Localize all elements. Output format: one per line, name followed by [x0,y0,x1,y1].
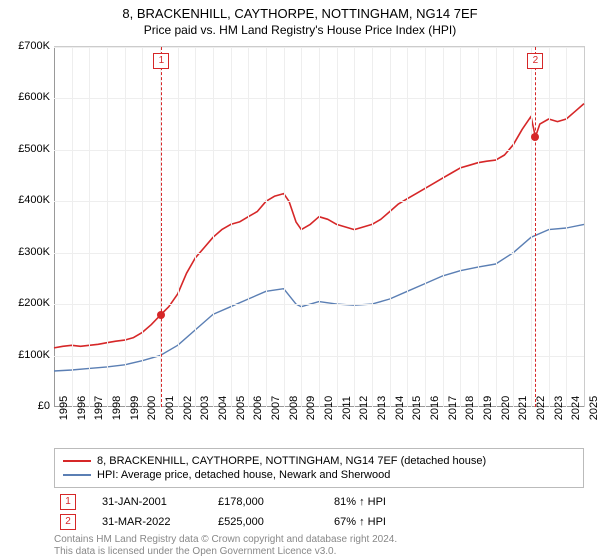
y-tick-label: £500K [4,143,50,155]
gridline-vertical [496,47,497,407]
footer-attribution: Contains HM Land Registry data © Crown c… [54,534,397,558]
gridline-vertical [266,47,267,407]
x-tick-label: 2003 [199,396,211,420]
gridline-vertical [213,47,214,407]
event-date: 31-JAN-2001 [102,496,192,508]
x-tick-label: 1996 [76,396,88,420]
gridline-vertical [178,47,179,407]
chart-title: 8, BRACKENHILL, CAYTHORPE, NOTTINGHAM, N… [0,0,600,21]
event-row: 2 31-MAR-2022 £525,000 67% ↑ HPI [54,512,584,532]
gridline-vertical [231,47,232,407]
x-tick-label: 2010 [323,396,335,420]
y-tick-label: £200K [4,297,50,309]
x-tick-label: 2009 [305,396,317,420]
x-tick-label: 2012 [358,396,370,420]
x-tick-label: 2025 [588,396,600,420]
x-tick-label: 2014 [394,396,406,420]
plot-area: 12 [54,46,585,407]
x-tick-label: 2011 [341,396,353,420]
x-tick-label: 1998 [111,396,123,420]
gridline-vertical [89,47,90,407]
legend-swatch [63,460,91,462]
event-pct: 81% ↑ HPI [334,496,424,508]
y-tick-label: £300K [4,246,50,258]
y-tick-label: £600K [4,91,50,103]
x-tick-label: 2021 [517,396,529,420]
gridline-vertical [531,47,532,407]
footer-line: Contains HM Land Registry data © Crown c… [54,534,397,546]
event-price: £178,000 [218,496,308,508]
y-tick-label: £100K [4,349,50,361]
event-dot [531,133,539,141]
event-date: 31-MAR-2022 [102,516,192,528]
gridline-vertical [425,47,426,407]
x-tick-label: 2017 [447,396,459,420]
events-table: 1 31-JAN-2001 £178,000 81% ↑ HPI 2 31-MA… [54,492,584,532]
event-marker-box: 1 [153,53,169,69]
gridline-vertical [372,47,373,407]
gridline-vertical [107,47,108,407]
event-price: £525,000 [218,516,308,528]
x-tick-label: 2006 [252,396,264,420]
gridline-vertical [301,47,302,407]
x-tick-label: 1995 [58,396,70,420]
x-tick-label: 2005 [235,396,247,420]
legend: 8, BRACKENHILL, CAYTHORPE, NOTTINGHAM, N… [54,448,584,488]
gridline-vertical [354,47,355,407]
legend-swatch [63,474,91,476]
gridline-vertical [478,47,479,407]
gridline-vertical [566,47,567,407]
x-tick-label: 2015 [411,396,423,420]
gridline-vertical [513,47,514,407]
y-tick-label: £400K [4,194,50,206]
gridline-vertical [460,47,461,407]
event-number-box: 1 [60,494,76,510]
event-row: 1 31-JAN-2001 £178,000 81% ↑ HPI [54,492,584,512]
gridline-vertical [390,47,391,407]
chart-container: 8, BRACKENHILL, CAYTHORPE, NOTTINGHAM, N… [0,0,600,560]
event-number-box: 2 [60,514,76,530]
event-pct: 67% ↑ HPI [334,516,424,528]
event-vertical-line [535,47,536,407]
legend-row: HPI: Average price, detached house, Newa… [63,468,575,482]
gridline-vertical [125,47,126,407]
x-tick-label: 2008 [288,396,300,420]
event-marker-box: 2 [527,53,543,69]
gridline-vertical [443,47,444,407]
x-tick-label: 1999 [129,396,141,420]
x-tick-label: 2024 [570,396,582,420]
gridline-vertical [142,47,143,407]
legend-row: 8, BRACKENHILL, CAYTHORPE, NOTTINGHAM, N… [63,454,575,468]
x-tick-label: 2023 [553,396,565,420]
x-tick-label: 2019 [482,396,494,420]
chart-subtitle: Price paid vs. HM Land Registry's House … [0,21,600,37]
gridline-vertical [72,47,73,407]
gridline-vertical [195,47,196,407]
x-tick-label: 2018 [464,396,476,420]
x-tick-label: 2013 [376,396,388,420]
legend-label: HPI: Average price, detached house, Newa… [97,469,390,481]
x-tick-label: 2016 [429,396,441,420]
gridline-vertical [248,47,249,407]
event-vertical-line [161,47,162,407]
gridline-vertical [337,47,338,407]
x-tick-label: 2004 [217,396,229,420]
gridline-vertical [284,47,285,407]
x-tick-label: 2007 [270,396,282,420]
y-tick-label: £700K [4,40,50,52]
x-tick-label: 2002 [182,396,194,420]
x-tick-label: 2000 [146,396,158,420]
event-dot [157,311,165,319]
y-tick-label: £0 [4,400,50,412]
legend-label: 8, BRACKENHILL, CAYTHORPE, NOTTINGHAM, N… [97,455,486,467]
x-tick-label: 2020 [500,396,512,420]
footer-line: This data is licensed under the Open Gov… [54,546,397,558]
x-tick-label: 1997 [93,396,105,420]
x-tick-label: 2022 [535,396,547,420]
gridline-vertical [549,47,550,407]
gridline-vertical [319,47,320,407]
x-tick-label: 2001 [164,396,176,420]
gridline-vertical [407,47,408,407]
